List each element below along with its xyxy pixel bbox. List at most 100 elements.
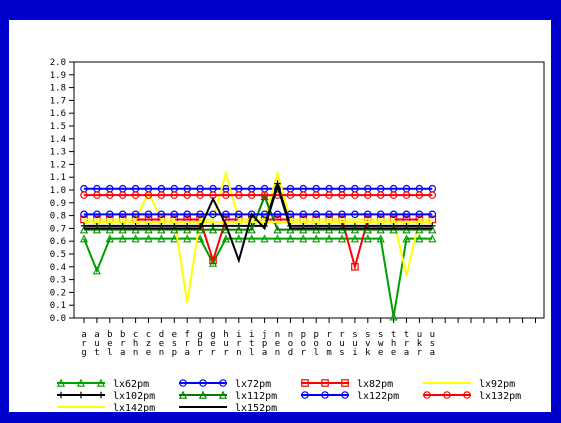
legend-label: lx62pm xyxy=(113,379,149,390)
data-point xyxy=(219,379,227,387)
data-point xyxy=(350,234,359,243)
series-lx92pm xyxy=(84,169,433,303)
y-tick-label: 0.4 xyxy=(50,263,66,273)
data-point xyxy=(183,225,192,234)
x-tick-label: r xyxy=(197,348,203,358)
y-tick-label: 0.8 xyxy=(50,212,66,222)
data-point xyxy=(118,210,127,219)
data-point xyxy=(144,210,153,219)
data-point xyxy=(179,379,187,387)
data-point xyxy=(208,225,218,234)
x-tick-label: f xyxy=(184,330,189,340)
x-tick-label: e xyxy=(146,348,151,358)
data-point xyxy=(144,191,153,199)
data-point xyxy=(321,379,329,387)
legend-item: lx152pm xyxy=(179,403,277,412)
legend-item: lx72pm xyxy=(179,379,271,390)
y-tick-label: 1.3 xyxy=(50,148,66,158)
data-point xyxy=(402,210,411,219)
series-line xyxy=(84,182,433,264)
data-point xyxy=(428,191,437,199)
data-point xyxy=(96,378,106,387)
x-tick-label: s xyxy=(339,348,344,358)
x-tick-label: o xyxy=(313,339,318,349)
legend-label: lx142pm xyxy=(113,403,155,412)
data-point xyxy=(363,191,372,199)
legend-label: lx82pm xyxy=(357,379,393,390)
series-lx122pm xyxy=(80,210,437,219)
data-point xyxy=(247,225,256,234)
x-tick-label: e xyxy=(159,339,164,349)
x-tick-label: e xyxy=(107,339,112,349)
data-point xyxy=(196,234,205,243)
data-point xyxy=(157,225,166,234)
series-lx112pm xyxy=(79,191,437,234)
x-tick-label: g xyxy=(81,348,86,358)
legend-label: lx102pm xyxy=(113,391,155,402)
x-tick-label: p xyxy=(262,339,267,349)
x-tick-label: d xyxy=(288,348,293,358)
x-tick-label: e xyxy=(378,348,383,358)
x-tick-label: u xyxy=(94,339,99,349)
data-point xyxy=(321,391,329,399)
y-tick-label: 1.2 xyxy=(50,160,66,170)
data-point xyxy=(157,210,166,219)
data-point xyxy=(221,234,230,243)
data-point xyxy=(299,191,308,199)
data-point xyxy=(376,225,385,234)
data-point xyxy=(463,391,471,399)
x-tick-label: u xyxy=(223,339,228,349)
x-tick-label: r xyxy=(236,339,242,349)
y-tick-label: 1.5 xyxy=(50,122,66,132)
x-tick-label: a xyxy=(404,348,409,358)
legend-label: lx152pm xyxy=(235,403,277,412)
data-point xyxy=(301,379,309,387)
data-point xyxy=(337,225,347,234)
legend-label: lx112pm xyxy=(235,391,277,402)
data-point xyxy=(56,378,66,387)
data-point xyxy=(341,391,349,399)
legend-item: lx112pm xyxy=(178,390,277,402)
data-point xyxy=(299,225,308,234)
x-tick-label: c xyxy=(146,330,151,340)
x-tick-label: i xyxy=(236,330,241,340)
data-point xyxy=(260,234,269,243)
data-point xyxy=(286,234,295,243)
x-tick-label: r xyxy=(404,339,410,349)
x-tick-label: a xyxy=(94,330,99,340)
x-tick-label: g xyxy=(197,330,202,340)
x-tick-label: s xyxy=(352,330,357,340)
data-point xyxy=(222,191,230,199)
y-tick-label: 0.3 xyxy=(50,276,66,286)
data-point xyxy=(118,234,127,243)
x-tick-label: r xyxy=(81,339,87,349)
data-point xyxy=(350,225,359,234)
legend-label: lx132pm xyxy=(479,391,521,402)
x-tick-label: h xyxy=(133,339,138,349)
y-tick-label: 0.9 xyxy=(50,199,66,209)
y-tick-label: 1.4 xyxy=(50,135,66,145)
data-point xyxy=(338,210,346,219)
data-point xyxy=(92,266,101,275)
x-tick-label: c xyxy=(133,330,138,340)
data-point xyxy=(376,210,385,219)
legend-item: lx122pm xyxy=(301,391,399,402)
x-tick-label: h xyxy=(223,330,228,340)
y-tick-label: 0.0 xyxy=(50,314,66,324)
x-tick-label: e xyxy=(172,330,177,340)
x-tick-label: d xyxy=(159,330,164,340)
plot-panel: 0.0 0.1 0.2 0.3 0.4 0.5 0.6 0.7 0.8 0.9 1.0 1.1 1.2 1… xyxy=(9,20,551,412)
series-line xyxy=(83,237,433,317)
x-tick-label: a xyxy=(430,348,435,358)
data-point xyxy=(376,234,385,243)
x-tick-label: t xyxy=(94,348,99,358)
x-tick-label: o xyxy=(301,339,306,349)
data-point xyxy=(363,210,372,219)
data-point xyxy=(131,234,140,243)
data-point xyxy=(199,379,207,387)
x-tick-label: k xyxy=(417,339,423,349)
data-point xyxy=(415,210,424,219)
data-point xyxy=(196,210,204,219)
x-tick-label: r xyxy=(223,348,229,358)
data-point xyxy=(273,225,282,234)
